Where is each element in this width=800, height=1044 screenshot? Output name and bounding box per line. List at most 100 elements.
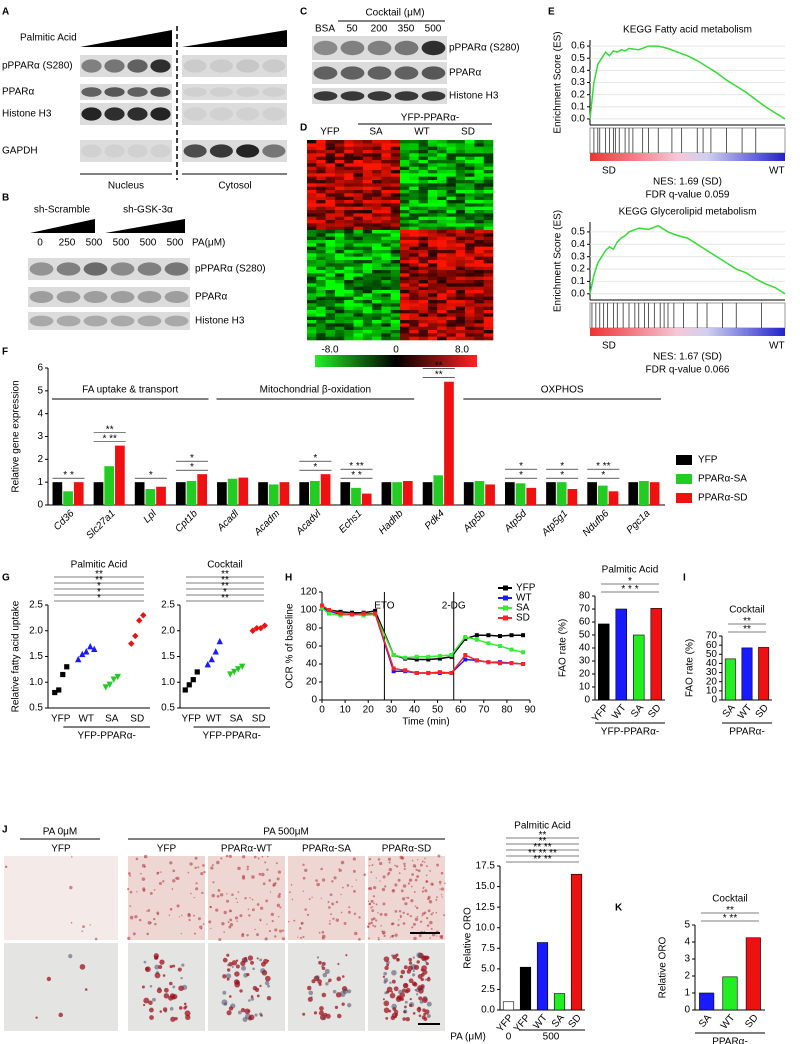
- barcode-frame: [589, 127, 786, 154]
- heatmap-cell: [483, 283, 494, 287]
- heatmap-cell: [483, 163, 494, 167]
- heatmap-cell: [465, 193, 475, 197]
- x-tick-label: 50: [432, 705, 444, 716]
- heatmap-cell: [372, 336, 382, 341]
- heatmap-cell: [474, 306, 484, 311]
- heatmap-cell: [418, 286, 429, 291]
- heatmap-cell: [390, 153, 401, 157]
- lipid-droplet: [154, 964, 160, 970]
- point: [79, 650, 86, 658]
- y-tick-label: 2.0: [161, 625, 175, 636]
- lipid-stain: [189, 862, 193, 866]
- heatmap-cell: [390, 243, 401, 247]
- heatmap-cell: [409, 336, 419, 341]
- lipid-stain: [202, 864, 205, 867]
- heatmap-cell: [437, 186, 447, 191]
- lipid-stain: [377, 912, 379, 914]
- heatmap-cell: [446, 243, 457, 247]
- heatmap-cell: [316, 216, 326, 221]
- lipid-droplet: [399, 974, 404, 979]
- point: [350, 612, 355, 617]
- heatmap-cell: [316, 333, 326, 337]
- lipid-stain: [175, 876, 180, 881]
- heatmap-cell: [437, 150, 447, 154]
- lipid-stain: [338, 868, 342, 872]
- lipid-stain: [368, 887, 373, 891]
- heatmap-cell: [307, 306, 317, 311]
- heatmap-cell: [390, 293, 401, 297]
- heatmap-cell: [409, 206, 419, 211]
- heatmap-cell: [465, 243, 475, 247]
- heatmap-cell: [455, 276, 466, 281]
- lipid-droplet: [421, 1015, 426, 1020]
- heatmap-cell: [400, 300, 410, 304]
- lipid-droplet: [403, 1009, 408, 1014]
- heatmap-cell: [390, 286, 401, 291]
- lipid-stain: [419, 863, 423, 867]
- heatmap-cell: [418, 166, 429, 171]
- heatmap-cell: [353, 250, 364, 254]
- heatmap-cell: [465, 266, 475, 271]
- lipid-stain: [414, 917, 419, 922]
- heatmap-cell: [455, 240, 466, 244]
- lipid-stain: [300, 922, 303, 925]
- heatmap-cell: [483, 290, 494, 294]
- heatmap-cell: [316, 260, 326, 264]
- heatmap-cell: [362, 206, 373, 211]
- heatmap-cell: [400, 316, 410, 321]
- y-tick-label: 0.5: [571, 227, 585, 238]
- heatmap-cell: [400, 150, 410, 154]
- heatmap-cell: [409, 146, 419, 151]
- heatmap-cell: [400, 200, 410, 204]
- heatmap-cell: [474, 183, 484, 187]
- heatmap-cell: [362, 173, 373, 177]
- heatmap-cell: [474, 140, 484, 144]
- heatmap-cell: [483, 316, 494, 321]
- lipid-stain: [398, 872, 401, 874]
- heatmap-cell: [427, 173, 438, 177]
- blot-background: [80, 55, 172, 77]
- heatmap-cell: [344, 240, 354, 244]
- heatmap-cell: [390, 183, 401, 187]
- heatmap-cell: [372, 256, 382, 261]
- heatmap-cell: [325, 286, 336, 291]
- bar: [422, 482, 433, 505]
- heatmap-cell: [474, 143, 484, 147]
- heatmap-cell: [372, 283, 382, 287]
- x-tick-label: Echs1: [337, 508, 364, 535]
- heatmap-cell: [437, 333, 447, 337]
- lipid-stain: [272, 884, 275, 887]
- x-tick-label: Cpt1b: [173, 508, 200, 535]
- heatmap-cell: [446, 223, 457, 227]
- lipid-stain: [271, 920, 274, 923]
- lipid-stain: [228, 925, 232, 929]
- lipid-stain: [429, 920, 433, 925]
- heatmap-cell: [325, 173, 336, 177]
- heatmap-cell: [400, 190, 410, 194]
- heatmap-cell: [418, 250, 429, 254]
- heatmap-cell: [400, 250, 410, 254]
- lipid-stain: [212, 881, 215, 884]
- lipid-stain: [188, 918, 191, 922]
- lipid-stain: [436, 863, 439, 867]
- bar: [310, 481, 320, 505]
- x-tick-label: SA: [697, 1012, 714, 1030]
- lipid-droplet: [154, 972, 161, 979]
- heatmap-cell: [344, 173, 354, 177]
- heatmap-cell: [446, 200, 457, 204]
- lipid-stain: [230, 910, 232, 913]
- bar: [156, 486, 166, 505]
- blot-band: [164, 291, 189, 303]
- lipid-stain: [429, 937, 431, 939]
- point: [497, 661, 502, 666]
- x-tick-label: Pdk4: [423, 508, 447, 532]
- heatmap-cell: [409, 230, 419, 234]
- heatmap-cell: [400, 203, 410, 207]
- heatmap-cell: [334, 220, 345, 224]
- point: [75, 655, 82, 663]
- heatmap-cell: [307, 290, 317, 294]
- heatmap-cell: [362, 243, 373, 247]
- bar: [608, 491, 619, 505]
- heatmap-cell: [372, 286, 382, 291]
- heatmap-cell: [455, 140, 466, 144]
